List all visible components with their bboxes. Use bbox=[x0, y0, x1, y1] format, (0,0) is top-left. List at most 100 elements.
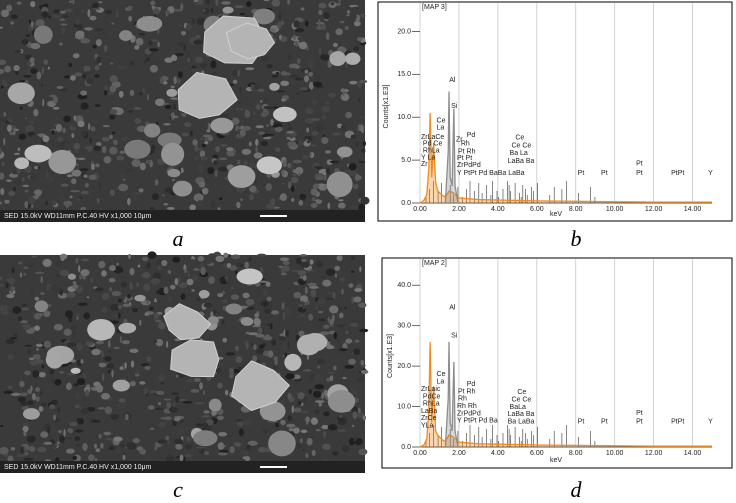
y-tick-label: 10.0 bbox=[397, 114, 411, 121]
sem-grain bbox=[113, 140, 118, 146]
peak-label: ZrPdPd bbox=[457, 410, 481, 417]
sem-grain bbox=[244, 262, 249, 268]
sem-grain bbox=[249, 160, 255, 168]
sem-grain bbox=[125, 414, 129, 420]
peak-label: Y PtPt Pd Ba bbox=[457, 418, 498, 425]
sem-grain bbox=[116, 66, 126, 69]
sem-grain bbox=[123, 178, 125, 180]
sem-grain bbox=[316, 199, 322, 204]
sem-grain bbox=[74, 436, 80, 441]
sem-grain bbox=[116, 403, 125, 408]
x-tick-label: 8.00 bbox=[569, 450, 583, 457]
sem-grain bbox=[326, 32, 330, 40]
sem-grain bbox=[264, 98, 267, 102]
sem-grain bbox=[147, 94, 149, 101]
sem-grain bbox=[60, 11, 66, 14]
peak-label: PtPt bbox=[671, 418, 684, 425]
sem-grain bbox=[58, 430, 62, 433]
sem-grain bbox=[75, 313, 80, 316]
sem-grain bbox=[119, 91, 124, 98]
sem-grain bbox=[109, 115, 115, 120]
sem-grain bbox=[7, 354, 14, 360]
y-tick-label: 40.0 bbox=[397, 282, 411, 289]
sem-grain bbox=[53, 96, 58, 104]
sem-grain bbox=[120, 336, 122, 343]
sem-grain bbox=[315, 384, 324, 389]
sem-particle bbox=[210, 118, 233, 134]
sem-grain bbox=[128, 110, 133, 113]
sem-grain bbox=[297, 58, 301, 64]
sem-grain bbox=[88, 123, 90, 130]
sem-grain bbox=[90, 278, 93, 283]
sem-grain bbox=[294, 408, 301, 413]
sem-grain bbox=[353, 436, 357, 441]
sem-grain bbox=[277, 22, 281, 29]
sem-grain bbox=[187, 58, 189, 62]
sem-grain bbox=[287, 142, 297, 147]
sem-grain bbox=[303, 369, 311, 371]
sem-grain bbox=[142, 272, 150, 279]
sem-grain bbox=[342, 377, 346, 379]
sem-grain bbox=[27, 401, 33, 406]
sem-grain bbox=[14, 153, 20, 155]
sem-grain bbox=[76, 3, 79, 6]
sem-grain bbox=[54, 324, 63, 331]
sem-grain bbox=[355, 173, 358, 181]
sem-grain bbox=[219, 450, 228, 453]
sem-grain bbox=[168, 297, 172, 302]
sem-grain bbox=[319, 48, 321, 54]
sem-grain bbox=[210, 61, 216, 69]
peak-label: RhLa bbox=[423, 401, 440, 408]
sem-grain bbox=[51, 130, 54, 134]
sem-grain bbox=[96, 341, 105, 344]
sem-grain bbox=[29, 360, 38, 365]
sem-grain bbox=[154, 313, 160, 320]
sem-grain bbox=[22, 39, 29, 45]
sem-grain bbox=[152, 59, 161, 64]
sem-grain bbox=[230, 446, 235, 453]
sem-grain bbox=[22, 304, 27, 307]
sem-grain bbox=[231, 255, 240, 260]
sem-grain bbox=[149, 191, 154, 194]
sem-grain bbox=[276, 90, 285, 92]
sem-grain bbox=[154, 340, 157, 343]
sem-grain bbox=[122, 288, 128, 294]
sem-grain bbox=[308, 60, 314, 68]
sem-grain bbox=[105, 406, 112, 414]
peak-label: BaLa bbox=[510, 404, 526, 411]
sem-grain bbox=[150, 207, 155, 209]
sem-grain bbox=[316, 261, 323, 268]
sem-grain bbox=[168, 432, 174, 438]
sem-grain bbox=[307, 438, 313, 446]
sem-grain bbox=[354, 288, 362, 292]
sem-grain bbox=[89, 16, 96, 21]
sem-grain bbox=[189, 204, 196, 210]
sem-grain bbox=[127, 393, 135, 396]
x-axis-label: keV bbox=[550, 457, 562, 464]
sem-grain bbox=[158, 422, 166, 428]
sem-grain bbox=[192, 275, 198, 281]
sem-grain bbox=[336, 255, 342, 261]
sem-grain bbox=[77, 158, 86, 160]
sem-grain bbox=[282, 265, 290, 271]
sem-grain bbox=[332, 133, 341, 136]
sem-grain bbox=[217, 293, 223, 297]
sem-grain bbox=[153, 95, 162, 99]
sem-particle bbox=[228, 165, 256, 188]
sem-grain bbox=[357, 412, 363, 418]
sem-grain bbox=[225, 390, 228, 396]
sem-grain bbox=[218, 452, 228, 455]
panel-label: b bbox=[571, 226, 582, 251]
sem-grain bbox=[101, 345, 106, 350]
sem-grain bbox=[112, 132, 115, 135]
sem-grain bbox=[192, 139, 197, 145]
sem-particle bbox=[119, 323, 137, 334]
sem-grain bbox=[261, 56, 268, 61]
sem-grain bbox=[351, 271, 355, 273]
peak-label: Rh bbox=[461, 141, 470, 148]
sem-grain bbox=[261, 115, 266, 117]
sem-grain bbox=[146, 34, 150, 38]
x-tick-label: 10.00 bbox=[606, 450, 624, 457]
sem-grain bbox=[3, 138, 5, 146]
sem-grain bbox=[201, 156, 207, 161]
